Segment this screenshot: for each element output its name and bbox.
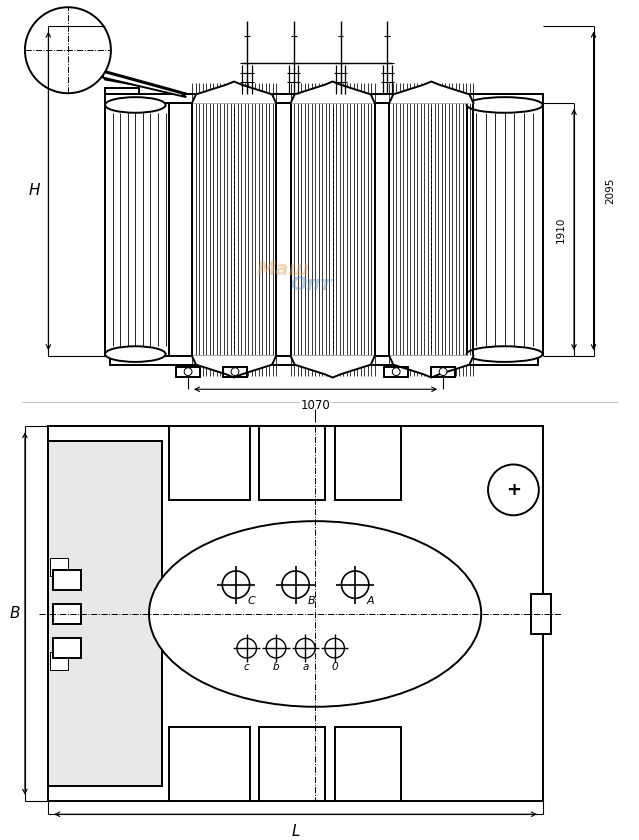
- Polygon shape: [192, 81, 276, 103]
- Text: +: +: [506, 480, 521, 499]
- Circle shape: [392, 368, 400, 375]
- Bar: [53, 570, 81, 590]
- Bar: [105, 94, 543, 103]
- Text: 0: 0: [332, 662, 338, 672]
- Bar: [335, 727, 401, 801]
- Text: Опт: Опт: [291, 275, 332, 294]
- Polygon shape: [389, 81, 473, 103]
- Text: 2095: 2095: [605, 178, 615, 204]
- Bar: [176, 367, 200, 376]
- Circle shape: [184, 368, 192, 375]
- Circle shape: [231, 368, 239, 375]
- Text: c: c: [244, 662, 250, 672]
- Bar: [50, 559, 68, 576]
- Bar: [49, 427, 543, 801]
- Polygon shape: [389, 356, 473, 377]
- Text: Маш: Маш: [256, 260, 310, 279]
- Polygon shape: [291, 356, 374, 377]
- Text: 1070: 1070: [300, 399, 330, 412]
- Ellipse shape: [105, 97, 166, 113]
- Circle shape: [488, 465, 539, 515]
- Text: H: H: [29, 183, 40, 198]
- Polygon shape: [291, 81, 374, 103]
- Ellipse shape: [105, 346, 166, 362]
- Bar: [49, 441, 162, 786]
- Text: B: B: [10, 606, 20, 622]
- Bar: [385, 367, 408, 376]
- Bar: [335, 427, 401, 500]
- Circle shape: [439, 368, 447, 375]
- Ellipse shape: [466, 97, 543, 113]
- Bar: [223, 367, 247, 376]
- Ellipse shape: [466, 346, 543, 362]
- Bar: [110, 356, 538, 365]
- Bar: [53, 604, 81, 624]
- Bar: [169, 727, 250, 801]
- Text: b: b: [273, 662, 279, 672]
- Text: 1910: 1910: [556, 217, 566, 244]
- Bar: [531, 595, 551, 633]
- Text: a: a: [302, 662, 309, 672]
- Bar: [49, 441, 162, 786]
- Bar: [53, 638, 81, 658]
- Polygon shape: [192, 356, 276, 377]
- Ellipse shape: [149, 521, 481, 706]
- Text: C: C: [248, 596, 256, 606]
- Text: A: A: [367, 596, 374, 606]
- Text: B: B: [307, 596, 315, 606]
- Bar: [259, 427, 325, 500]
- Bar: [50, 652, 68, 669]
- Circle shape: [25, 8, 111, 93]
- Bar: [169, 427, 250, 500]
- Bar: [431, 367, 455, 376]
- Polygon shape: [103, 71, 186, 97]
- Bar: [259, 727, 325, 801]
- Bar: [105, 88, 139, 94]
- Polygon shape: [100, 70, 188, 94]
- Text: L: L: [291, 824, 300, 839]
